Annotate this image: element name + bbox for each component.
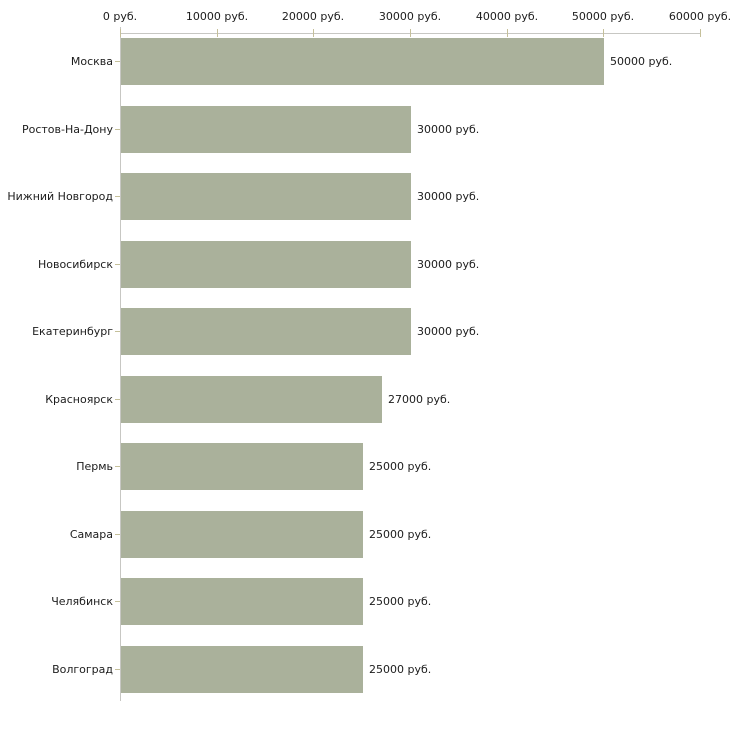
value-label: 25000 руб. xyxy=(369,460,432,473)
x-tick-label: 20000 руб. xyxy=(281,10,345,23)
x-tick-label: 40000 руб. xyxy=(475,10,539,23)
category-label: Самара xyxy=(69,528,113,541)
x-tick-mark xyxy=(603,29,604,37)
x-tick-mark xyxy=(313,29,314,37)
category-tick-mark xyxy=(115,129,120,130)
bar-row: Самара 25000 руб. xyxy=(0,511,730,558)
category-tick-mark xyxy=(115,466,120,467)
value-label: 50000 руб. xyxy=(610,55,673,68)
x-tick-label: 30000 руб. xyxy=(378,10,442,23)
x-tick-mark xyxy=(507,29,508,37)
x-tick-label: 50000 руб. xyxy=(571,10,635,23)
category-label: Красноярск xyxy=(45,393,113,406)
value-label: 30000 руб. xyxy=(417,325,480,338)
bar xyxy=(121,241,411,288)
bar-row: Москва 50000 руб. xyxy=(0,38,730,85)
value-label: 27000 руб. xyxy=(388,393,451,406)
bar xyxy=(121,443,363,490)
x-tick-label: 0 руб. xyxy=(102,10,138,23)
bar xyxy=(121,646,363,693)
category-label: Пермь xyxy=(76,460,113,473)
bar-row: Ростов-На-Дону 30000 руб. xyxy=(0,106,730,153)
bar-row: Красноярск 27000 руб. xyxy=(0,376,730,423)
category-label: Новосибирск xyxy=(37,258,113,271)
category-label: Екатеринбург xyxy=(32,325,113,338)
x-tick-mark xyxy=(217,29,218,37)
bar-row: Нижний Новгород 30000 руб. xyxy=(0,173,730,220)
category-label: Нижний Новгород xyxy=(7,190,113,203)
value-label: 30000 руб. xyxy=(417,190,480,203)
category-tick-mark xyxy=(115,264,120,265)
x-tick-mark xyxy=(410,29,411,37)
category-tick-mark xyxy=(115,331,120,332)
category-tick-mark xyxy=(115,534,120,535)
bar-row: Волгоград 25000 руб. xyxy=(0,646,730,693)
value-label: 25000 руб. xyxy=(369,663,432,676)
bar-row: Челябинск 25000 руб. xyxy=(0,578,730,625)
bar xyxy=(121,308,411,355)
x-tick-label: 60000 руб. xyxy=(668,10,730,23)
category-label: Волгоград xyxy=(52,663,113,676)
bar xyxy=(121,511,363,558)
value-label: 25000 руб. xyxy=(369,528,432,541)
category-tick-mark xyxy=(115,669,120,670)
value-label: 30000 руб. xyxy=(417,258,480,271)
value-label: 25000 руб. xyxy=(369,595,432,608)
x-tick-mark xyxy=(120,29,121,37)
x-tick-label: 10000 руб. xyxy=(185,10,249,23)
category-tick-mark xyxy=(115,196,120,197)
bar xyxy=(121,578,363,625)
bar xyxy=(121,38,604,85)
bar xyxy=(121,106,411,153)
bar xyxy=(121,376,382,423)
y-axis-line xyxy=(120,27,121,701)
bar-row: Новосибирск 30000 руб. xyxy=(0,241,730,288)
category-tick-mark xyxy=(115,601,120,602)
bar-row: Екатеринбург 30000 руб. xyxy=(0,308,730,355)
bar-row: Пермь 25000 руб. xyxy=(0,443,730,490)
category-tick-mark xyxy=(115,399,120,400)
bar xyxy=(121,173,411,220)
category-label: Ростов-На-Дону xyxy=(21,123,113,136)
category-tick-mark xyxy=(115,61,120,62)
category-label: Москва xyxy=(70,55,113,68)
category-label: Челябинск xyxy=(51,595,113,608)
x-tick-mark xyxy=(700,29,701,37)
value-label: 30000 руб. xyxy=(417,123,480,136)
